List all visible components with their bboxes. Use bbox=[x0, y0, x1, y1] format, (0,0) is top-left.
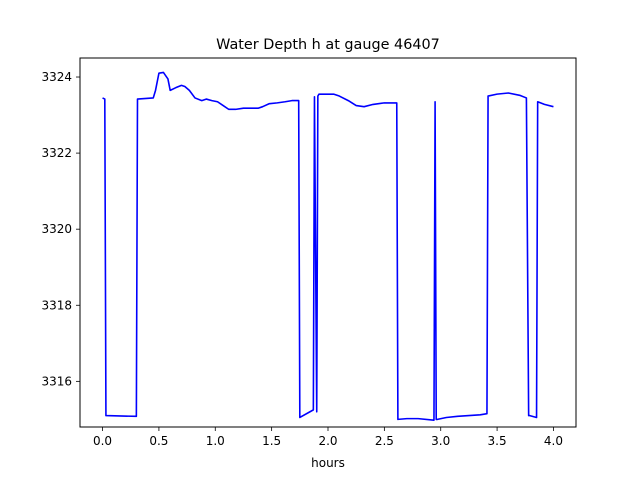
x-tick-label: 3.0 bbox=[431, 434, 450, 448]
y-tick-label: 3320 bbox=[41, 222, 72, 236]
x-axis: 0.0 0.5 1.0 1.5 2.0 2.5 3.0 3.5 4.0 bbox=[93, 427, 563, 448]
plot-area bbox=[102, 71, 554, 421]
y-tick-label: 3324 bbox=[41, 70, 72, 84]
x-tick-label: 2.0 bbox=[318, 434, 337, 448]
y-tick-label: 3316 bbox=[41, 374, 72, 388]
chart-title: Water Depth h at gauge 46407 bbox=[216, 37, 440, 53]
y-tick-label: 3322 bbox=[41, 146, 72, 160]
x-tick-label: 0.5 bbox=[149, 434, 168, 448]
x-axis-label: hours bbox=[311, 456, 345, 470]
y-axis: 3316 3318 3320 3322 3324 bbox=[41, 70, 80, 388]
x-tick-label: 2.5 bbox=[375, 434, 394, 448]
x-tick-label: 3.5 bbox=[488, 434, 507, 448]
x-tick-label: 1.5 bbox=[262, 434, 281, 448]
x-tick-label: 1.0 bbox=[206, 434, 225, 448]
series-line-0 bbox=[102, 71, 554, 421]
x-tick-label: 4.0 bbox=[544, 434, 563, 448]
x-tick-label: 0.0 bbox=[93, 434, 112, 448]
y-tick-label: 3318 bbox=[41, 298, 72, 312]
